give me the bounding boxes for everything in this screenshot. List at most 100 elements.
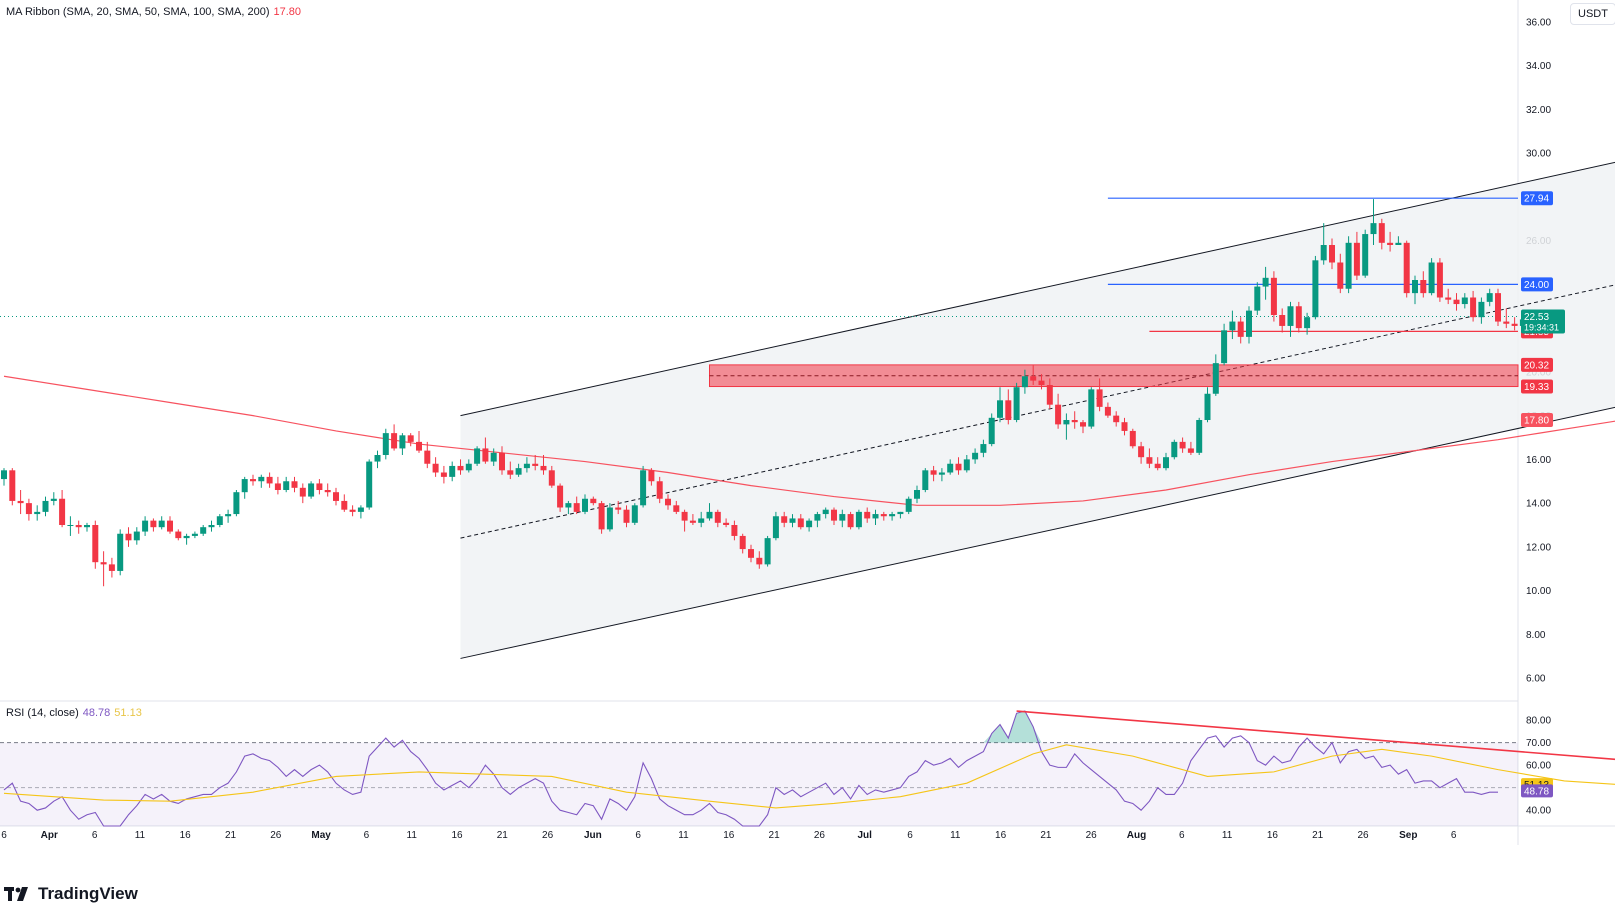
rsi-tick-label: 40.00 [1526,806,1551,817]
candle-body [316,483,323,490]
rsi-divergence-line [1016,710,1615,761]
candle-body [573,503,580,512]
tradingview-logo-icon [4,887,28,901]
rsi-band-fill [0,742,1518,826]
candle-body [50,498,57,501]
price-tick-label: 10.00 [1526,586,1551,597]
time-tick-label: 6 [1451,830,1457,841]
candle-body [1387,242,1394,245]
ma-ribbon-legend-value: 17.80 [273,6,302,18]
candle-body [424,450,431,464]
candle-body [947,463,954,473]
candle-body [806,520,813,528]
candle-body [490,452,497,462]
candle-body [905,498,912,512]
candle-body [1287,306,1294,326]
candle-body [208,525,215,528]
candle-body [532,463,539,466]
time-tick-label: 26 [270,830,282,841]
candle-body [449,465,456,477]
candle-body [789,518,796,523]
candle-body [681,511,688,521]
time-tick-label: 26 [1086,830,1098,841]
candle-body [748,549,754,558]
candle-body [1187,448,1194,453]
candle-body [1262,277,1269,287]
time-tick-label: 16 [1267,830,1279,841]
rsi-overbought-fill [983,711,1059,743]
rsi-legend[interactable]: RSI (14, close) 48.78 51.13 [6,707,142,719]
time-tick-label: Jul [857,830,872,841]
candle-body [100,562,107,565]
candle-body [308,483,315,497]
ma-ribbon-legend[interactable]: MA Ribbon (SMA, 20, SMA, 50, SMA, 100, S… [6,6,301,18]
candle-body [640,470,647,506]
candle-body [142,520,149,532]
candle-body [623,509,630,523]
ma-ribbon-legend-label: MA Ribbon (SMA, 20, SMA, 50, SMA, 100, S… [6,6,270,18]
candle-body [499,452,505,471]
currency-badge[interactable]: USDT [1570,3,1615,25]
candle-body [382,433,389,455]
candle-body [1005,400,1012,420]
time-tick-label: 26 [814,830,826,841]
rsi-legend-value: 48.78 [82,707,111,719]
candle-body [673,505,680,512]
candle-body [615,507,622,510]
candle-body [631,505,638,523]
candle-body [1254,286,1261,311]
candle-body [548,470,555,486]
candle-body [855,511,862,528]
price-tick-label: 14.00 [1526,499,1551,510]
tradingview-logo[interactable]: TradingView [4,884,138,904]
candle-body [84,525,90,528]
candle-body [225,514,232,517]
candle-body [922,470,929,490]
zone-bottom-price-label-bg [1521,379,1553,394]
candle-body [183,535,190,539]
candle-body [349,509,356,512]
candle-body [117,533,124,571]
candle-body [167,520,173,532]
candle-body [1495,293,1501,322]
candle-body [1420,280,1427,294]
time-tick-label: 16 [723,830,735,841]
candle-body [266,476,273,484]
candle-body [1096,389,1103,407]
time-tick-label: 6 [907,830,913,841]
candle-body [1221,330,1228,364]
time-tick-label: May [311,830,331,841]
candle-body [1237,321,1244,337]
candle-body [1270,277,1277,315]
candle-body [1146,457,1153,464]
price-tick-label: 12.00 [1526,542,1551,553]
price-tick-label: 6.00 [1526,674,1546,685]
candle-body [391,433,398,449]
candle-body [291,481,298,488]
channel-lower-line [460,406,1615,659]
last-price-label-bg [1521,309,1565,334]
candle-body [34,511,41,515]
candle-body [864,511,871,519]
candle-body [656,481,663,499]
candle-body [723,522,730,525]
candle-body [831,509,837,521]
rsi-legend-label: RSI (14, close) [6,707,79,719]
candle-body [1412,280,1418,294]
candle-body [416,441,422,451]
time-tick-label: 6 [635,830,641,841]
price-tick-label: 36.00 [1526,17,1551,28]
candle-body [1013,387,1020,420]
candle-body [839,514,846,521]
sma-price-label-bg [1521,413,1553,427]
candle-body [399,435,406,449]
time-tick-label: 11 [407,830,418,841]
time-tick-label: 16 [995,830,1007,841]
time-tick-label: 6 [1179,830,1185,841]
time-tick-label: 11 [950,830,961,841]
candle-body [1478,301,1485,318]
time-tick-label: 21 [497,830,509,841]
candle-body [1021,376,1028,388]
candle-body [1046,385,1053,405]
